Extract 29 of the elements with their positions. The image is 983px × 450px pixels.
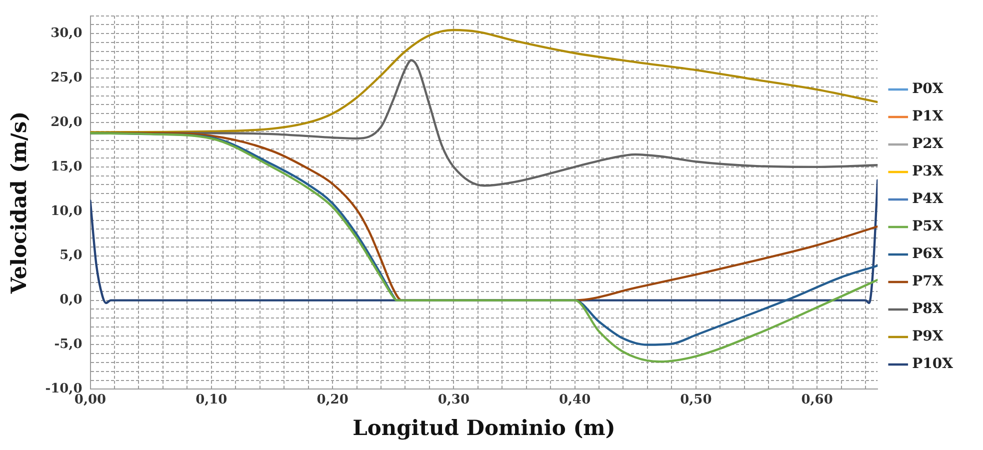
legend-label: P3X [912,164,944,180]
legend-label: P2X [912,136,944,152]
y-tick-label: 30,0 [50,26,82,41]
x-tick-label: 0,10 [196,392,228,408]
line-series [90,28,878,134]
y-axis-title: Velocidad (m/s) [6,111,32,295]
x-tick-label: 0,40 [558,392,591,408]
x-tick-label: 0,00 [74,392,106,408]
legend-label: P7X [912,274,944,290]
x-tick-label: 0,60 [801,392,833,408]
y-tick-label: 20,0 [50,114,82,130]
legend-label: P8X [912,301,944,318]
legend-label: P6X [912,246,944,262]
legend-label: P0X [912,81,944,98]
y-tick-label: 5,0 [60,248,82,264]
x-tick-label: 0,20 [316,392,348,408]
x-tick-label: 0,50 [680,392,712,408]
y-tick-label: 10,0 [50,204,82,219]
y-tick-label: 0,0 [60,292,82,308]
y-tick-label: 15,0 [50,159,82,174]
y-tick-label: 25,0 [50,70,82,86]
legend-label: P9X [912,328,944,345]
x-tick-label: 0,30 [438,392,470,408]
legend-label: P4X [912,191,944,208]
x-axis-title: Longitud Dominio (m) [352,414,616,440]
legend-label: P10X [912,356,954,372]
y-tick-label: -5,0 [54,337,82,352]
legend-label: P1X [912,108,944,125]
legend-label: P5X [912,218,944,235]
